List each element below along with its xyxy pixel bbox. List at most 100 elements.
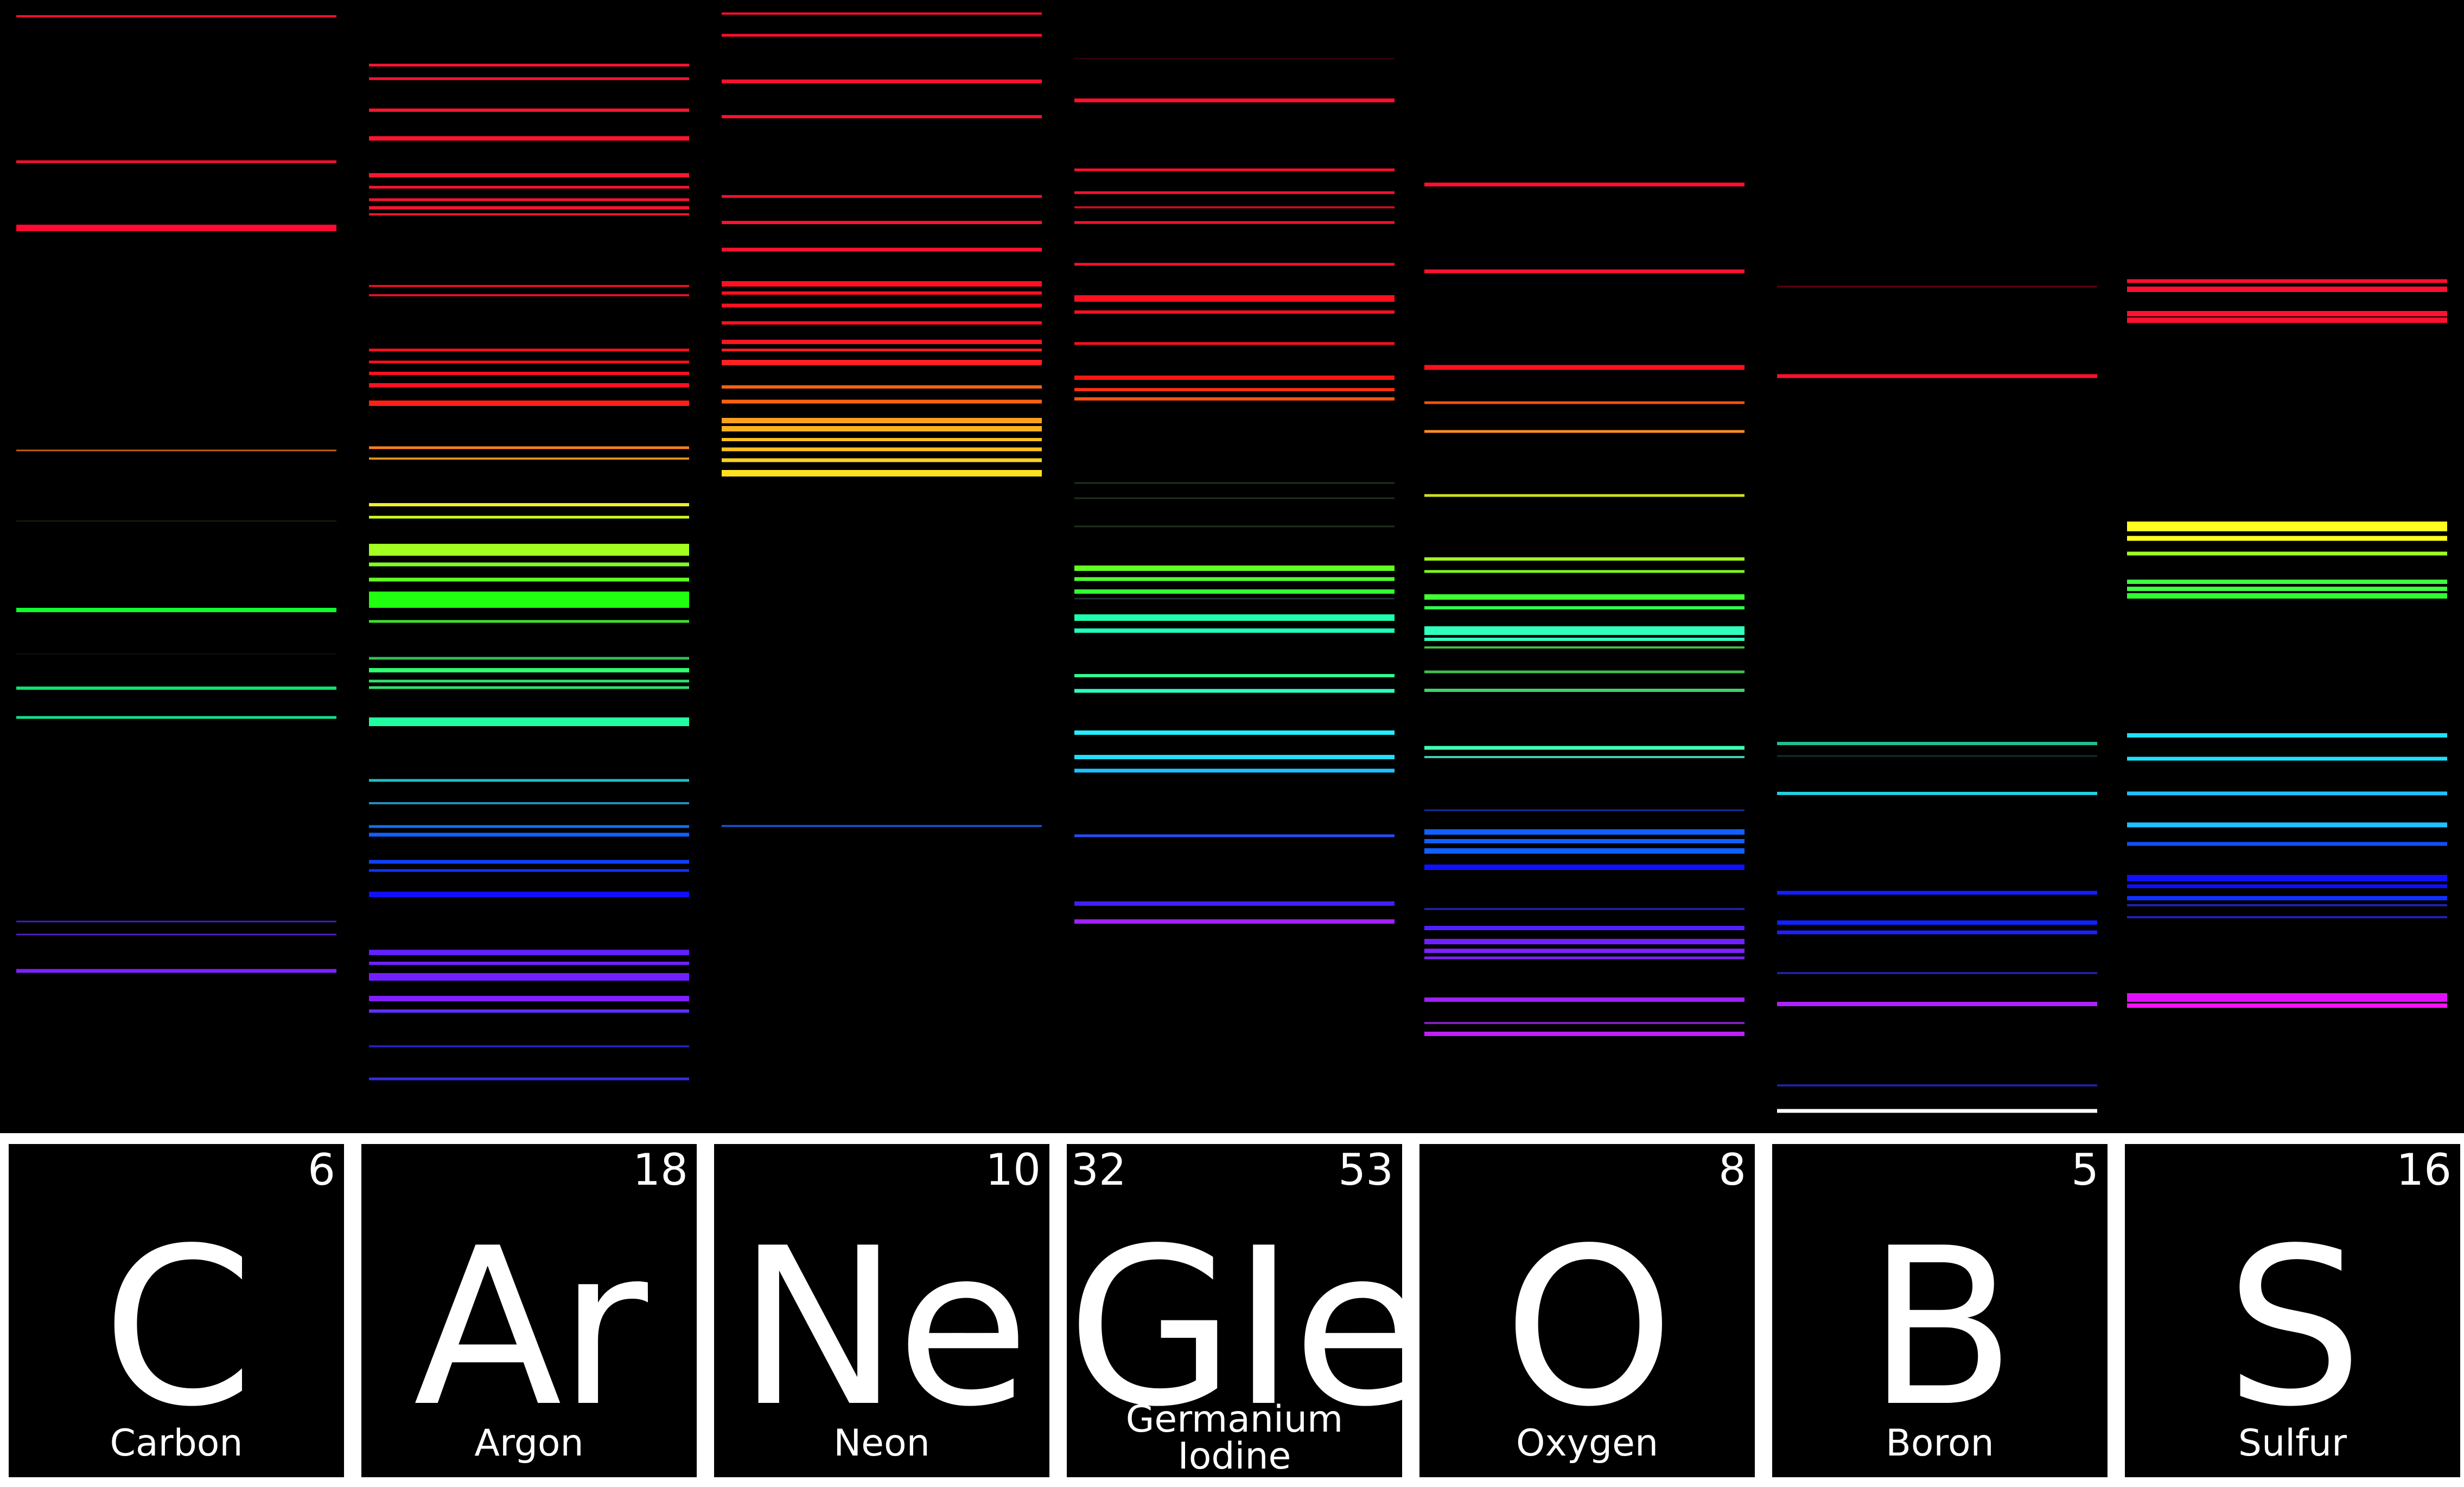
spectral-line (1074, 730, 1395, 735)
tile-neon: 10 Ne Neon (714, 1144, 1049, 1477)
element-symbol: C (102, 1202, 253, 1454)
spectral-line (2127, 551, 2447, 556)
spectral-line (369, 892, 689, 897)
spectral-line (1424, 956, 1744, 959)
spectral-line (2127, 822, 2447, 828)
spectral-line (2127, 842, 2447, 846)
spectral-line (1074, 206, 1395, 208)
spectral-line (2127, 884, 2447, 888)
spectral-line (16, 449, 336, 452)
spectral-line (1777, 920, 2097, 925)
spectral-line (1424, 557, 1744, 561)
spectral-line (16, 520, 336, 522)
spectral-line (1074, 768, 1395, 773)
spectral-line (1424, 606, 1744, 609)
tile-germanium-iodine: 32 53 GIe Germanium Iodine (1067, 1144, 1426, 1477)
spectral-line (1074, 310, 1395, 314)
spectral-line (2127, 587, 2447, 591)
atomic-number: 10 (985, 1145, 1041, 1195)
spectral-line (1074, 919, 1395, 924)
spectrum-carbon (16, 15, 336, 973)
spectral-line (2127, 896, 2447, 900)
spectral-line (369, 996, 689, 1001)
spectral-line (2127, 593, 2447, 599)
spectral-line (1777, 891, 2097, 895)
spectral-line (369, 1077, 689, 1081)
atomic-number: 16 (2396, 1145, 2452, 1195)
spectral-line (2127, 904, 2447, 906)
spectral-line (2127, 993, 2447, 1002)
atomic-number: 8 (1718, 1145, 1746, 1195)
tile-argon: 18 Ar Argon (361, 1144, 697, 1477)
element-name: Germanium Iodine (1067, 1401, 1402, 1475)
spectral-line (1424, 829, 1744, 835)
element-symbol: B (1867, 1202, 2016, 1454)
spectral-line (1074, 674, 1395, 677)
element-symbol: GIe (1067, 1202, 1426, 1454)
spectral-line (369, 869, 689, 872)
spectrum-oxygen (1424, 182, 1744, 1036)
spectral-line (16, 933, 336, 936)
spectral-line (1777, 1109, 2097, 1113)
spectral-line (2127, 279, 2447, 283)
spectral-line (369, 1009, 689, 1013)
spectral-line (369, 717, 689, 726)
spectral-line (369, 63, 689, 67)
tile-boron: 5 B Boron (1772, 1144, 2108, 1477)
spectral-line (369, 544, 689, 556)
spectral-line (1424, 865, 1744, 870)
spectral-line (1424, 756, 1744, 758)
spectral-line (1074, 497, 1395, 499)
spectral-line (1424, 670, 1744, 673)
spectral-line (1424, 365, 1744, 370)
spectral-line (722, 470, 1042, 476)
spectral-line (1424, 570, 1744, 573)
spectral-line (369, 950, 689, 955)
element-name: Neon (833, 1422, 930, 1465)
spectral-line (369, 973, 689, 981)
spectral-line (2127, 757, 2447, 761)
spectrum-sulfur (2127, 279, 2447, 1008)
spectral-line (1074, 834, 1395, 837)
spectral-line (369, 372, 689, 375)
spectral-line (369, 360, 689, 364)
spectral-line (722, 12, 1042, 15)
spectral-line (16, 687, 336, 690)
spectral-line (369, 577, 689, 582)
spectral-line (1074, 614, 1395, 621)
spectral-line (1777, 742, 2097, 745)
spectral-line (369, 294, 689, 296)
spectral-line (1074, 168, 1395, 171)
spectral-line (1074, 388, 1395, 391)
spectral-line (369, 562, 689, 567)
spectral-line (1424, 594, 1744, 600)
spectral-line (722, 303, 1042, 308)
spectral-line (1424, 646, 1744, 649)
spectral-line (369, 1045, 689, 1047)
spectral-line (1424, 689, 1744, 692)
spectral-line (16, 608, 336, 612)
spectral-line (1074, 598, 1395, 600)
spectral-line (1777, 930, 2097, 935)
spectral-line (369, 503, 689, 506)
spectral-line (369, 213, 689, 215)
spectral-line (722, 221, 1042, 224)
spectral-line (2127, 536, 2447, 541)
spectral-line (722, 247, 1042, 252)
element-tiles: 6 C Carbon 18 Ar Argon 10 Ne Neon 32 53 … (0, 1144, 2464, 1487)
spectrum-germanium-iodine (1074, 58, 1395, 924)
spectral-line (2127, 580, 2447, 584)
spectral-line (16, 653, 336, 654)
spectral-line (1074, 482, 1395, 484)
spectral-line (1424, 638, 1744, 641)
element-symbol: O (1503, 1202, 1674, 1454)
element-name: Oxygen (1516, 1422, 1659, 1465)
spectral-line (369, 136, 689, 141)
element-symbol: Ar (413, 1202, 648, 1454)
spectral-line (16, 225, 336, 231)
spectral-line (369, 802, 689, 804)
spectral-line (1074, 901, 1395, 906)
spectral-line (722, 348, 1042, 352)
spectral-line (1074, 98, 1395, 103)
spectral-line (369, 668, 689, 672)
